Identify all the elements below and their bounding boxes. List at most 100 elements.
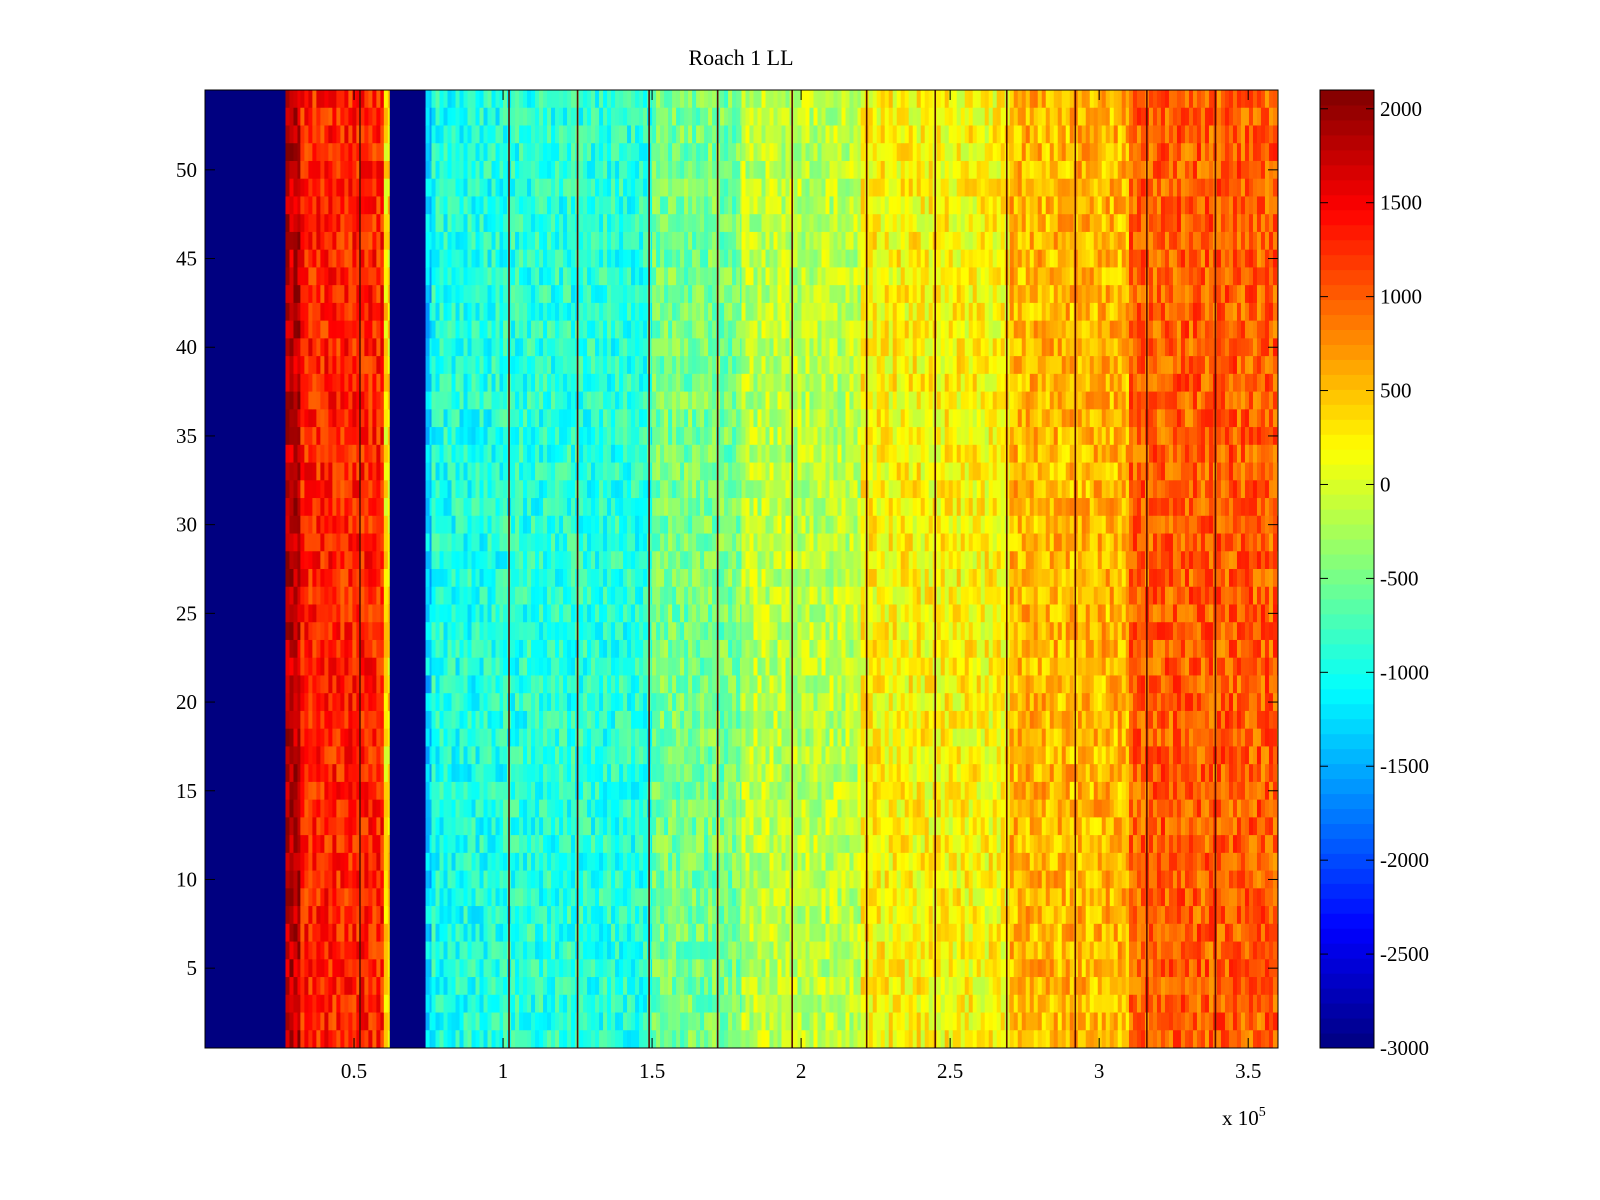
heatmap-cell <box>627 178 632 197</box>
heatmap-cell <box>563 214 568 233</box>
heatmap-cell <box>555 977 560 996</box>
heatmap-cell <box>364 941 369 960</box>
heatmap-cell <box>364 569 369 588</box>
heatmap-cell <box>539 977 544 996</box>
heatmap-cell <box>364 125 369 144</box>
heatmap-cell <box>356 586 361 605</box>
heatmap-cell <box>551 781 556 801</box>
heatmap-cell <box>643 693 648 712</box>
heatmap-cell <box>535 498 540 517</box>
heatmap-cell <box>591 764 596 783</box>
heatmap-cell <box>455 178 461 197</box>
heatmap-cell <box>312 906 317 925</box>
heatmap-cell <box>316 533 321 552</box>
heatmap-cell <box>487 994 493 1014</box>
heatmap-cell <box>555 941 560 960</box>
heatmap-cell <box>439 391 445 410</box>
heatmap-cell <box>285 285 290 304</box>
heatmap-cell <box>495 320 501 339</box>
heatmap-cell <box>503 462 508 481</box>
heatmap-cell <box>293 533 298 552</box>
heatmap-cell <box>372 569 377 588</box>
heatmap-cell <box>316 125 321 144</box>
heatmap-cell <box>431 480 437 499</box>
heatmap-cell <box>483 391 489 410</box>
heatmap-cell <box>547 338 552 357</box>
heatmap-cell <box>623 852 628 872</box>
heatmap-cell <box>599 817 604 836</box>
heatmap-cell <box>491 178 497 197</box>
heatmap-cell <box>475 959 481 978</box>
heatmap-cell <box>652 657 657 676</box>
heatmap-cell <box>320 409 325 428</box>
heatmap-cell <box>352 657 357 676</box>
heatmap-cell <box>607 675 612 694</box>
heatmap-cell <box>491 125 497 144</box>
heatmap-cell <box>595 959 600 978</box>
heatmap-cell <box>443 639 449 659</box>
heatmap-cell <box>627 427 632 446</box>
heatmap-cell <box>639 533 644 552</box>
heatmap-cell <box>523 267 528 286</box>
heatmap-cell <box>639 125 644 144</box>
heatmap-cell <box>336 196 341 215</box>
heatmap-cell <box>475 409 481 428</box>
heatmap-cell <box>495 764 501 783</box>
heatmap-cell <box>643 604 648 623</box>
heatmap-cell <box>511 214 516 233</box>
heatmap-cell <box>348 906 353 925</box>
heatmap-cell <box>304 639 309 659</box>
heatmap-cell <box>471 569 477 588</box>
heatmap-cell <box>308 267 313 286</box>
heatmap-cell <box>491 906 497 925</box>
heatmap-cell <box>527 977 532 996</box>
heatmap-cell <box>643 444 648 464</box>
heatmap-cell <box>285 622 290 641</box>
heatmap-cell <box>285 551 290 570</box>
heatmap-cell <box>332 710 337 730</box>
heatmap-cell <box>459 977 465 996</box>
heatmap-cell <box>471 941 477 960</box>
heatmap-cell <box>503 941 508 960</box>
heatmap-cell <box>555 90 560 109</box>
heatmap-cell <box>503 391 508 410</box>
heatmap-cell <box>451 249 457 268</box>
heatmap-cell <box>619 427 624 446</box>
heatmap-cell <box>495 799 501 818</box>
heatmap-cell <box>463 373 469 393</box>
heatmap-cell <box>429 143 433 162</box>
heatmap-cell <box>312 675 317 694</box>
heatmap-cell <box>599 746 604 765</box>
heatmap-cell <box>535 817 540 836</box>
heatmap-cell <box>336 178 341 197</box>
heatmap-cell <box>352 338 357 357</box>
heatmap-cell <box>615 391 620 410</box>
heatmap-cell <box>389 817 427 836</box>
heatmap-cell <box>451 320 457 339</box>
heatmap-cell <box>611 196 616 215</box>
heatmap-cell <box>579 107 584 126</box>
heatmap-cell <box>376 1030 381 1049</box>
heatmap-cell <box>389 835 427 854</box>
heatmap-cell <box>332 657 337 676</box>
heatmap-cell <box>431 551 437 570</box>
heatmap-cell <box>312 338 317 357</box>
heatmap-cell <box>595 214 600 233</box>
heatmap-cell <box>459 622 465 641</box>
heatmap-cell <box>583 515 588 535</box>
heatmap-cell <box>664 231 669 251</box>
heatmap-cell <box>595 444 600 464</box>
heatmap-cell <box>471 923 477 943</box>
heatmap-cell <box>511 249 516 268</box>
heatmap-cell <box>555 764 560 783</box>
heatmap-cell <box>352 267 357 286</box>
heatmap-cell <box>511 356 516 375</box>
heatmap-cell <box>551 923 556 943</box>
heatmap-cell <box>503 639 508 659</box>
heatmap-cell <box>491 746 497 765</box>
heatmap-cell <box>356 906 361 925</box>
heatmap-cell <box>376 569 381 588</box>
heatmap-cell <box>563 178 568 197</box>
heatmap-cell <box>603 320 608 339</box>
heatmap-cell <box>289 888 294 907</box>
